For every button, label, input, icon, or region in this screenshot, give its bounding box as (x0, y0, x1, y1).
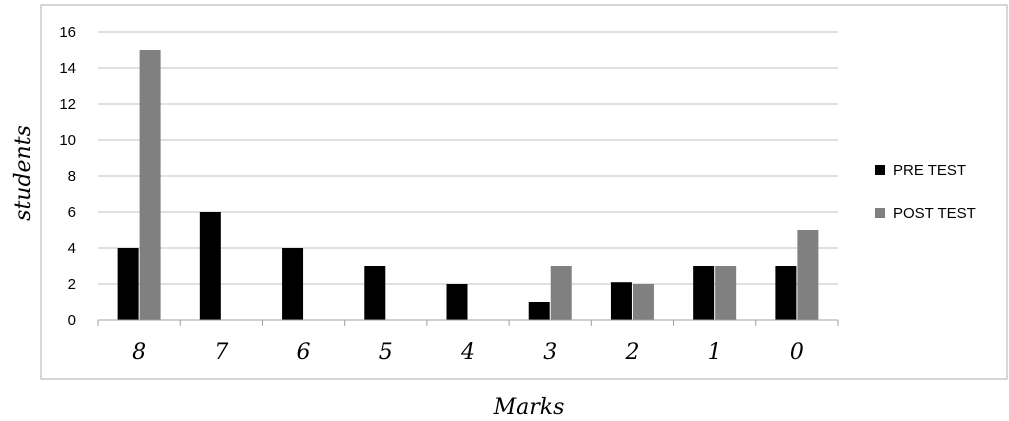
y-tick-label: 4 (68, 240, 76, 257)
pre-test-bar-1 (693, 266, 715, 320)
x-category-label: 2 (624, 340, 639, 365)
x-category-label: 5 (379, 340, 393, 365)
bars (117, 50, 819, 320)
x-axis (97, 319, 839, 326)
chart-frame (40, 4, 1008, 380)
post-test-bar-2 (632, 284, 654, 320)
legend-label: POST TEST (893, 205, 976, 222)
x-category-label: 7 (214, 340, 228, 365)
gridlines (98, 31, 838, 285)
x-category-label: 3 (543, 340, 557, 365)
y-tick-label: 8 (68, 168, 76, 185)
x-category-label: 0 (790, 340, 804, 365)
pre-test-bar-4 (446, 284, 468, 320)
pre-test-bar-3 (528, 302, 550, 320)
y-tick-label: 0 (68, 312, 76, 329)
x-category-label: 1 (708, 340, 722, 365)
legend-label: PRE TEST (893, 162, 966, 179)
pre-test-bar-0 (775, 266, 797, 320)
y-tick-label: 12 (59, 96, 76, 113)
y-tick-label: 2 (68, 276, 76, 293)
post-test-bar-3 (550, 266, 572, 320)
pre-test-bar-2 (610, 282, 632, 320)
pre-test-legend-swatch (875, 165, 885, 175)
pre-test-bar-6 (282, 248, 304, 320)
pre-test-bar-7 (199, 212, 221, 320)
y-axis-title: students (11, 125, 36, 221)
pre-test-bar-8 (117, 248, 139, 320)
y-axis-tick-labels: 0 2 4 6 8 10 12 14 16 (59, 24, 76, 329)
y-tick-label: 10 (59, 132, 76, 149)
legend: PRE TEST POST TEST (875, 162, 976, 222)
post-test-bar-0 (797, 230, 819, 320)
pre-test-bar-5 (364, 266, 386, 320)
y-tick-label: 14 (59, 60, 76, 77)
y-tick-label: 16 (59, 24, 76, 41)
x-category-label: 8 (132, 340, 146, 365)
x-category-label: 6 (297, 340, 311, 365)
x-category-label: 4 (460, 340, 475, 365)
x-axis-category-labels: 8 7 6 5 4 3 2 1 0 (132, 340, 804, 365)
y-tick-label: 6 (68, 204, 76, 221)
x-axis-title: Marks (493, 395, 565, 420)
post-test-bar-8 (139, 50, 161, 320)
post-test-legend-swatch (875, 208, 885, 218)
post-test-bar-1 (715, 266, 737, 320)
